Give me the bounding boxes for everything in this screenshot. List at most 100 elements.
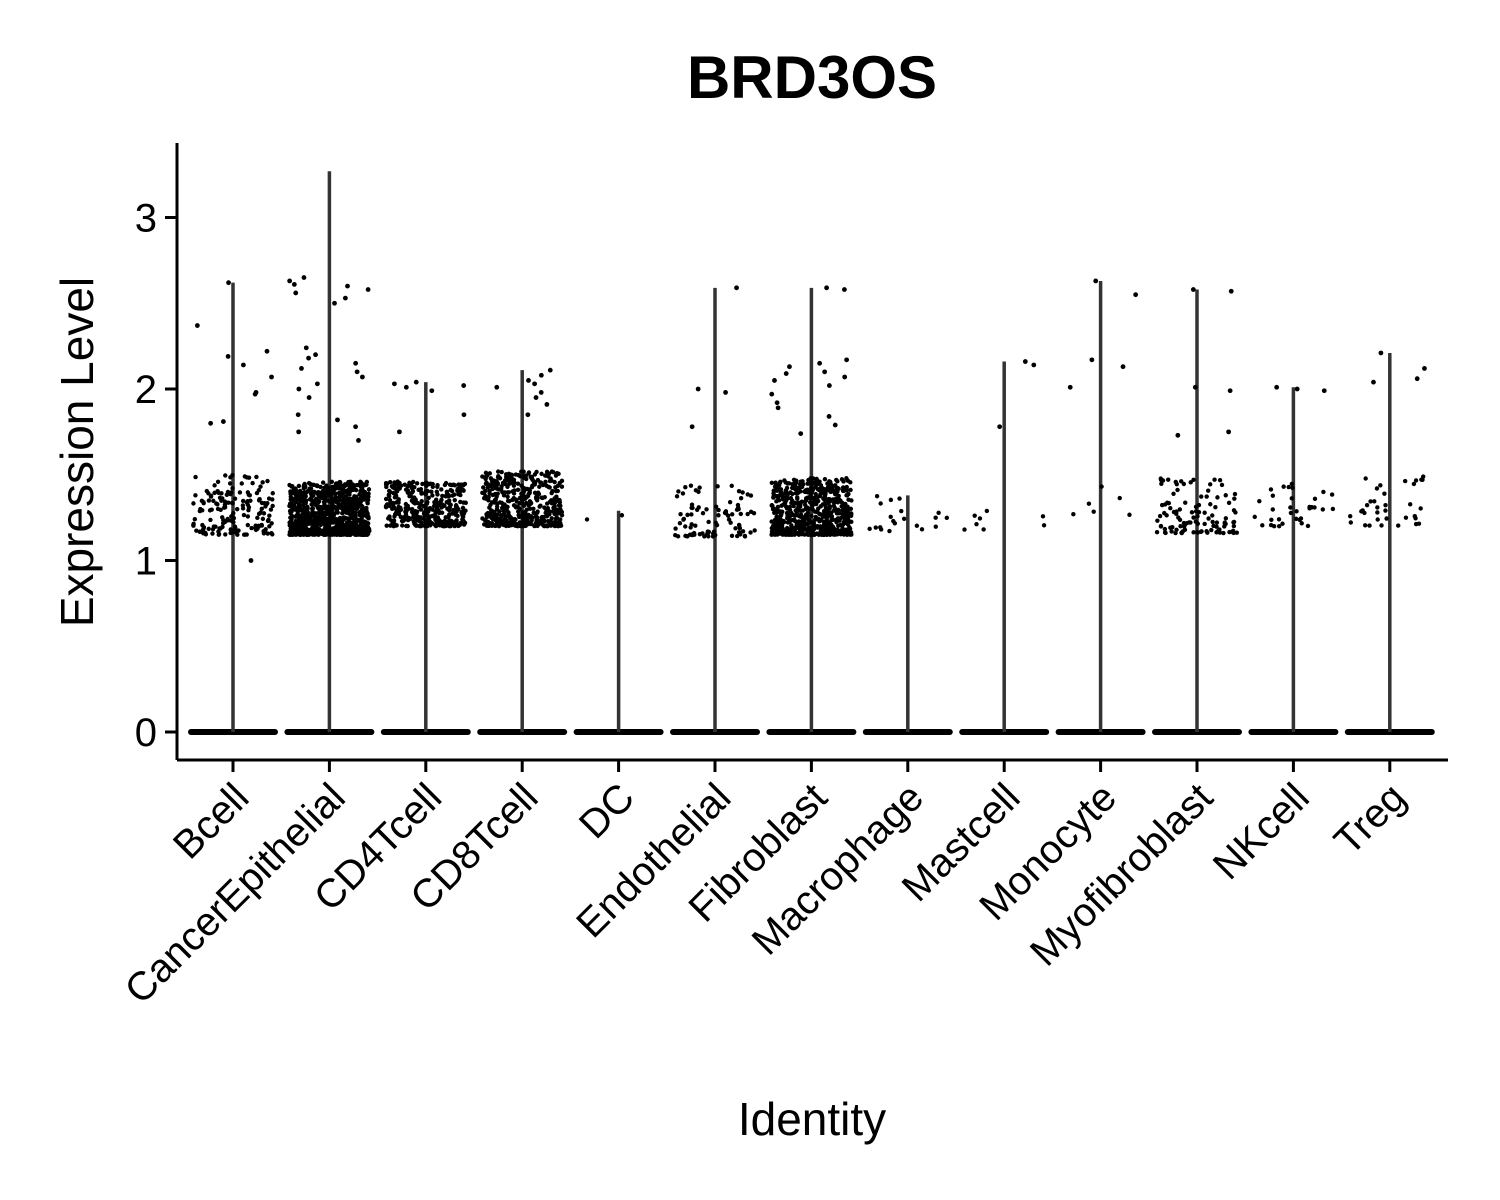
data-point xyxy=(1174,527,1179,533)
data-point xyxy=(430,493,435,498)
data-point xyxy=(775,523,780,528)
data-point xyxy=(1208,502,1213,507)
data-point xyxy=(844,357,850,363)
data-point xyxy=(317,531,322,536)
data-point xyxy=(728,520,733,525)
data-point xyxy=(419,499,424,504)
data-point xyxy=(358,520,364,525)
data-point xyxy=(325,492,330,498)
data-point xyxy=(775,504,781,510)
data-point xyxy=(1362,523,1368,528)
data-point xyxy=(1375,505,1380,510)
data-point xyxy=(332,512,337,517)
data-point xyxy=(559,484,565,489)
data-point xyxy=(1375,517,1380,522)
data-point xyxy=(313,352,318,358)
data-point xyxy=(511,496,517,501)
data-point xyxy=(356,482,361,488)
data-point xyxy=(683,524,688,529)
data-point xyxy=(836,511,842,516)
data-point xyxy=(484,496,489,501)
data-point xyxy=(848,506,854,512)
data-point xyxy=(738,511,744,517)
data-point xyxy=(745,511,750,517)
data-point xyxy=(543,479,548,485)
data-point xyxy=(237,490,243,495)
data-point xyxy=(1206,516,1211,521)
data-point xyxy=(780,509,785,514)
data-point xyxy=(394,489,400,494)
data-point xyxy=(296,386,302,392)
data-point xyxy=(1232,491,1238,497)
data-point xyxy=(738,496,744,501)
data-point xyxy=(689,512,694,517)
data-point xyxy=(771,495,776,500)
data-point xyxy=(250,480,255,486)
data-point xyxy=(433,497,439,502)
data-point xyxy=(522,475,527,481)
data-point xyxy=(499,513,504,518)
data-point xyxy=(309,511,315,516)
data-point xyxy=(805,529,810,535)
point-cluster xyxy=(867,494,950,534)
data-point xyxy=(223,532,228,537)
data-point xyxy=(748,509,754,514)
data-point xyxy=(387,497,393,503)
data-point xyxy=(1040,514,1046,519)
data-point xyxy=(289,526,294,531)
data-point xyxy=(389,518,394,523)
data-point xyxy=(837,497,842,502)
data-point xyxy=(394,500,399,505)
data-point xyxy=(1217,530,1223,535)
data-point xyxy=(313,502,319,508)
data-point xyxy=(495,481,501,486)
point-cluster xyxy=(191,280,275,563)
data-point xyxy=(795,496,800,502)
data-point xyxy=(452,492,457,497)
data-point xyxy=(253,525,258,531)
chart-title: BRD3OS xyxy=(687,44,937,111)
data-point xyxy=(260,480,265,485)
data-point xyxy=(1268,487,1274,492)
data-point xyxy=(260,516,266,522)
data-point xyxy=(488,502,493,508)
data-point xyxy=(305,532,310,537)
data-point xyxy=(835,485,840,491)
data-point xyxy=(1158,524,1164,529)
data-point xyxy=(1321,388,1327,394)
data-point xyxy=(787,364,792,370)
data-point xyxy=(330,491,336,496)
data-point xyxy=(293,488,299,493)
data-point xyxy=(974,522,979,527)
data-point xyxy=(1184,520,1189,526)
data-point xyxy=(553,473,559,478)
data-point xyxy=(519,491,524,496)
data-point xyxy=(774,400,780,406)
data-point xyxy=(460,487,465,492)
data-point xyxy=(748,493,754,498)
data-point xyxy=(783,371,789,376)
data-point xyxy=(296,429,302,435)
point-cluster xyxy=(1348,350,1427,528)
data-point xyxy=(423,492,429,497)
data-point xyxy=(775,405,781,411)
data-point xyxy=(392,482,397,487)
data-point xyxy=(845,478,851,483)
data-point xyxy=(1163,530,1168,536)
data-point xyxy=(335,481,340,486)
data-point xyxy=(293,532,299,537)
data-point xyxy=(322,495,327,501)
data-point xyxy=(822,497,827,503)
data-point xyxy=(232,496,238,501)
data-point xyxy=(778,479,783,484)
point-cluster xyxy=(769,285,854,537)
data-point xyxy=(397,429,402,435)
data-point xyxy=(1312,496,1318,502)
data-point xyxy=(335,522,341,527)
data-point xyxy=(449,488,455,494)
data-point xyxy=(678,511,683,517)
data-point xyxy=(245,502,251,508)
data-point xyxy=(697,531,703,537)
data-point xyxy=(390,500,396,506)
data-point xyxy=(488,476,494,481)
